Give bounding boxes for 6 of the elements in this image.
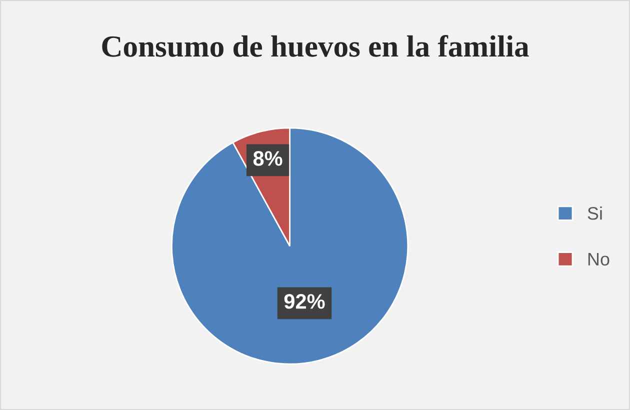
chart-title: Consumo de huevos en la familia [102, 35, 529, 57]
data-label: 92% [284, 294, 325, 309]
legend-label: No [588, 253, 610, 266]
legend-label: Si [588, 206, 602, 220]
data-label: 8% [253, 151, 282, 166]
pie-slice [171, 127, 409, 365]
